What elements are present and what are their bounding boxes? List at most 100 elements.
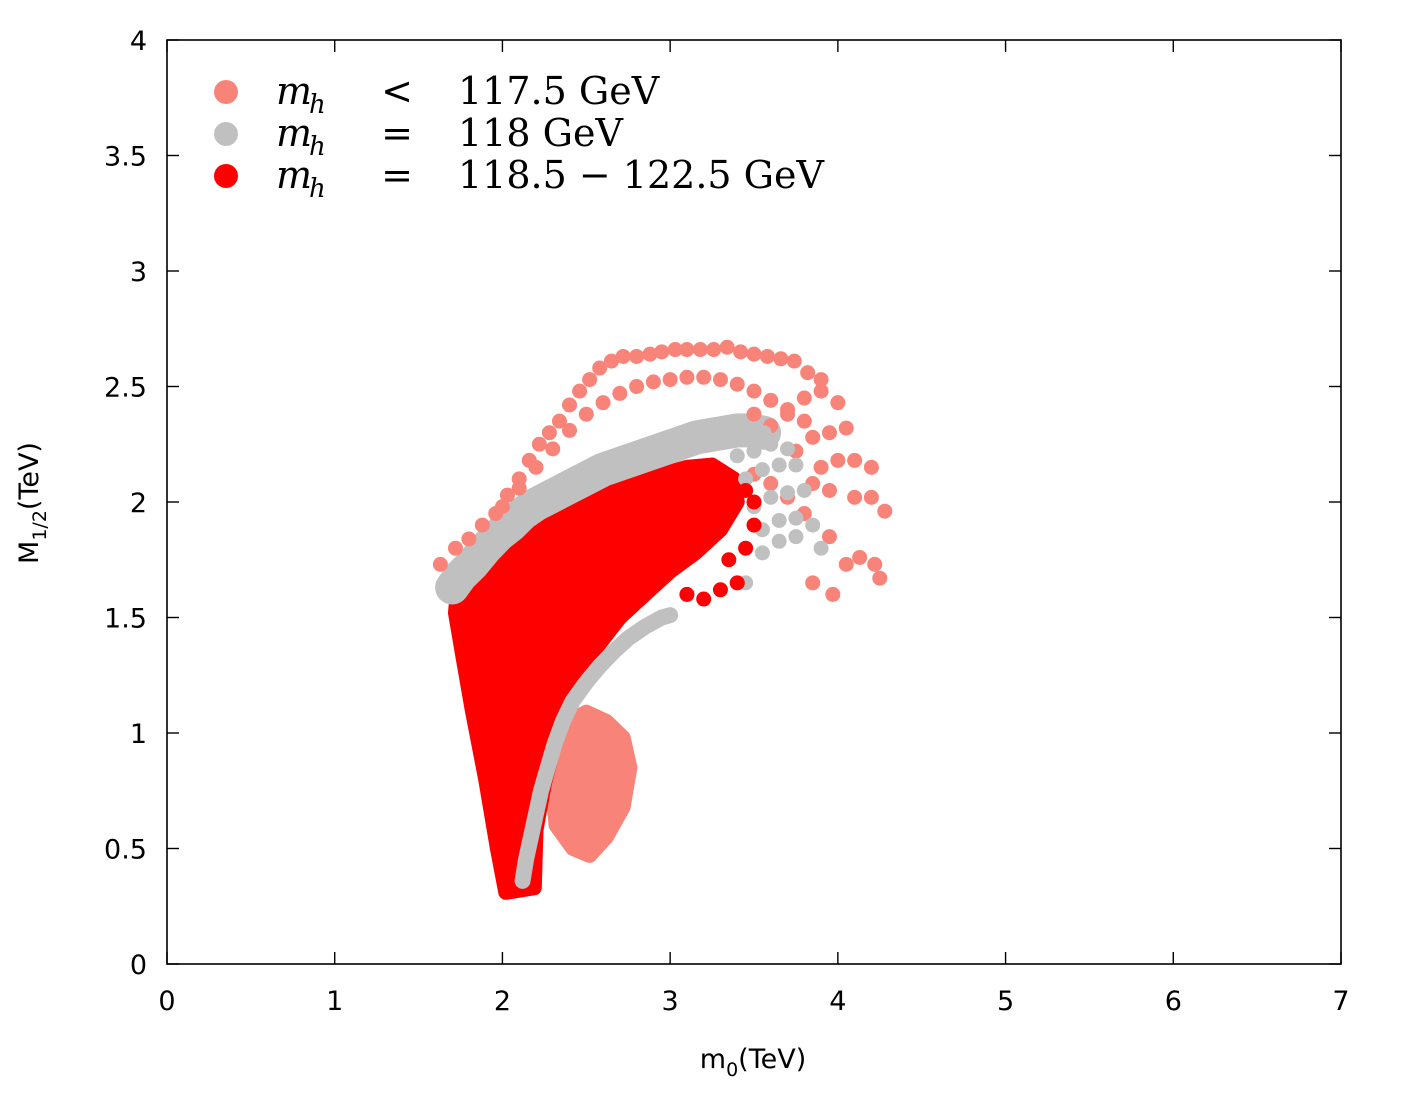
point-mid xyxy=(635,448,651,464)
point-mid xyxy=(578,674,594,690)
point-low xyxy=(719,339,735,355)
point-low xyxy=(629,348,645,364)
plot-area xyxy=(432,339,893,900)
point-mid xyxy=(637,619,653,635)
point-low xyxy=(511,480,527,496)
point-low xyxy=(562,397,578,413)
point-low xyxy=(825,586,841,602)
point-mid xyxy=(662,439,678,455)
point-mid xyxy=(555,713,571,729)
point-low xyxy=(786,353,802,369)
point-low xyxy=(432,556,448,572)
region-high xyxy=(447,457,745,900)
point-high xyxy=(712,582,728,598)
axis-tick-labels: 0 1 2 3 4 5 6 7 0 0.5 1 1.5 2 2.5 3 3.5 4 xyxy=(104,26,1350,1017)
legend-value: 118 GeV xyxy=(458,111,623,155)
point-low xyxy=(830,395,846,411)
point-low xyxy=(796,413,812,429)
point-low xyxy=(572,383,588,399)
point-mid xyxy=(788,457,804,473)
point-low xyxy=(582,372,598,388)
point-mid xyxy=(738,471,754,487)
y-tick-label: 4 xyxy=(130,26,147,57)
point-mid xyxy=(771,512,787,528)
point-mid xyxy=(780,485,796,501)
point-high xyxy=(746,517,762,533)
series-mid-main-band xyxy=(444,422,772,595)
point-low xyxy=(780,406,796,422)
series-mid-lower-arc xyxy=(515,607,678,889)
legend-marker-high xyxy=(214,164,238,188)
y-tick-label: 1 xyxy=(130,719,147,750)
point-mid xyxy=(788,510,804,526)
point-low xyxy=(447,540,463,556)
x-tick-label: 0 xyxy=(158,986,175,1017)
legend-entry-low: mh <117.5 GeV xyxy=(214,69,660,120)
point-low xyxy=(551,413,567,429)
point-low xyxy=(615,348,631,364)
x-tick-label: 3 xyxy=(662,986,679,1017)
point-mid xyxy=(771,533,787,549)
legend-marker-low xyxy=(214,80,238,104)
point-low xyxy=(679,369,695,385)
point-mid xyxy=(620,630,636,646)
y-axis-label: M1/2(TeV) xyxy=(14,442,51,564)
point-low xyxy=(863,489,879,505)
point-mid xyxy=(595,462,611,478)
y-tick-label: 2 xyxy=(130,488,147,519)
legend-symbol: m xyxy=(276,69,312,113)
point-mid xyxy=(541,489,557,505)
x-axis-label: m0(TeV) xyxy=(700,1044,806,1081)
point-mid xyxy=(754,545,770,561)
point-mid xyxy=(746,443,762,459)
x-tick-label: 7 xyxy=(1332,986,1349,1017)
legend-value: 117.5 GeV xyxy=(458,69,660,113)
point-mid xyxy=(771,457,787,473)
point-low xyxy=(759,348,775,364)
point-mid xyxy=(555,482,571,498)
y-tick-label: 2.5 xyxy=(104,373,147,404)
point-low xyxy=(805,429,821,445)
point-low xyxy=(852,549,868,565)
x-tick-label: 6 xyxy=(1165,986,1182,1017)
point-low xyxy=(838,556,854,572)
point-low xyxy=(629,379,645,394)
point-mid xyxy=(754,462,770,478)
point-mid xyxy=(805,517,821,533)
point-low xyxy=(531,436,547,452)
legend-relation: < xyxy=(381,69,413,113)
point-low xyxy=(712,372,728,388)
y-tick-label: 0 xyxy=(130,950,147,981)
point-low xyxy=(595,395,611,411)
point-low xyxy=(821,425,837,441)
point-mid xyxy=(444,579,460,595)
point-low xyxy=(813,383,829,399)
point-high xyxy=(729,575,745,591)
point-low xyxy=(494,499,510,515)
point-low xyxy=(847,489,863,505)
point-mid xyxy=(813,540,829,556)
point-mid xyxy=(763,436,779,452)
point-mid xyxy=(608,457,624,473)
point-mid xyxy=(515,506,531,522)
legend-symbol-sub: h xyxy=(309,132,326,162)
series-low-upper-arc xyxy=(432,339,829,572)
y-tick-label: 3 xyxy=(130,257,147,288)
point-low xyxy=(813,459,829,475)
legend-relation: = xyxy=(381,153,413,197)
point-mid xyxy=(780,441,796,457)
point-low xyxy=(821,482,837,498)
point-mid xyxy=(533,783,549,799)
axis-ticks xyxy=(166,39,1342,965)
point-mid xyxy=(796,482,812,498)
point-low xyxy=(528,459,544,475)
point-low xyxy=(847,452,863,468)
legend-value: 118.5 − 122.5 GeV xyxy=(458,153,824,197)
point-mid xyxy=(503,517,519,533)
point-low xyxy=(562,422,578,438)
legend-symbol-sub: h xyxy=(309,90,326,120)
point-mid xyxy=(763,489,779,505)
series-mid-arc-stroke xyxy=(514,607,679,889)
x-tick-label: 4 xyxy=(829,986,846,1017)
